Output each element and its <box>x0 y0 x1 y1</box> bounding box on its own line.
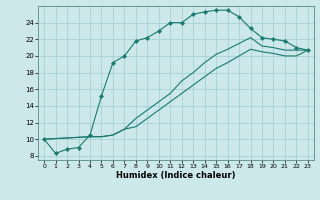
X-axis label: Humidex (Indice chaleur): Humidex (Indice chaleur) <box>116 171 236 180</box>
